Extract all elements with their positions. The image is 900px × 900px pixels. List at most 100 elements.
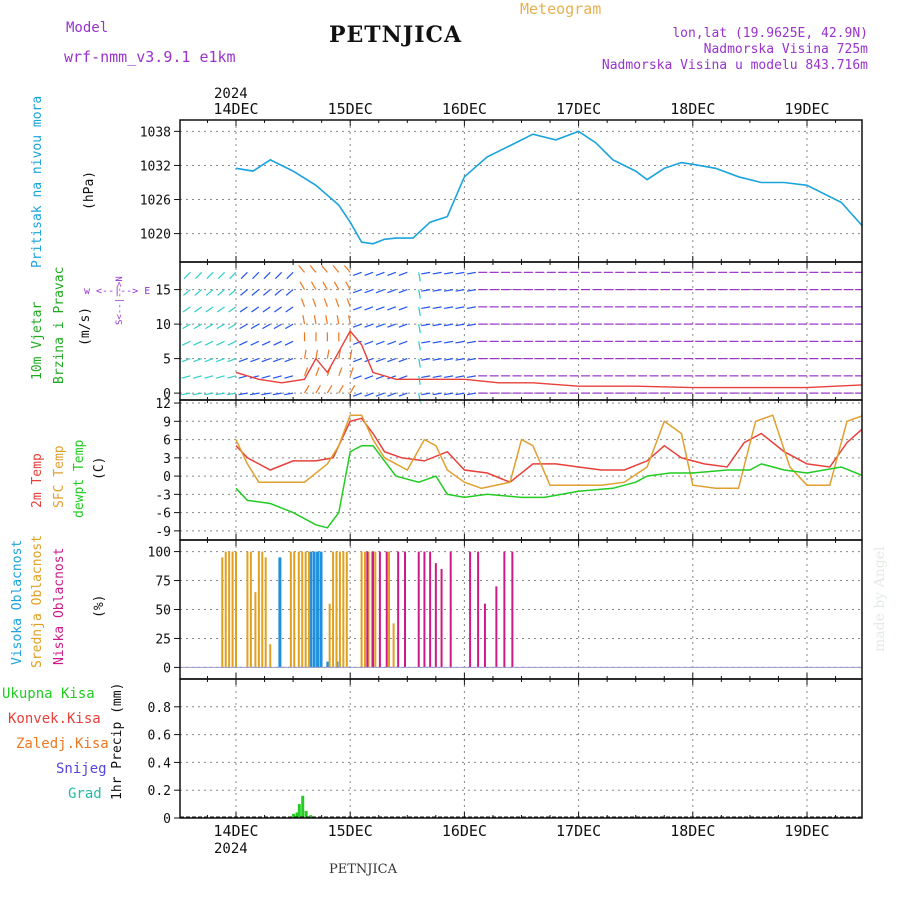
day-label-top: 17DEC [556, 100, 601, 118]
mid-cloud-bar [308, 551, 311, 668]
wind-arrow [183, 289, 191, 296]
mid-cloud-bar [254, 592, 257, 668]
wind-arrow [193, 358, 202, 363]
wind-arrow [227, 323, 237, 330]
wind-arrow [432, 271, 442, 275]
wind-arrow [364, 358, 374, 363]
wind-axis-label: 10m Vjetar [30, 301, 45, 380]
wind-arrow [455, 358, 465, 361]
cloud-ytick-label: 100 [148, 546, 171, 561]
low-cloud-bar [397, 551, 400, 668]
wind-arrow [181, 392, 191, 396]
wind-arrow [172, 290, 179, 296]
wind-arrow [284, 340, 294, 346]
wind-arrow [205, 306, 214, 313]
wind-arrow [194, 271, 203, 280]
wind-arrow [326, 385, 333, 394]
day-label-top: 16DEC [442, 100, 487, 118]
precip-ytick-label: 0.8 [148, 701, 171, 716]
wind-frame [179, 261, 863, 401]
wind-arrow [170, 376, 179, 378]
wind-arrow [432, 289, 442, 292]
wind-arrow [398, 375, 408, 380]
wind-arrow [336, 315, 340, 325]
day-label-top: 14DEC [213, 100, 258, 118]
wind-arrow [444, 358, 454, 361]
wind-arrow [375, 323, 385, 328]
wind-arrow [333, 281, 340, 290]
wind-arrow [249, 392, 259, 396]
wind-arrow [421, 323, 431, 327]
wind-axis-sublabel: Brzina i Pravac [52, 266, 67, 384]
wind-arrow [273, 340, 282, 346]
wind-arrow [181, 375, 191, 379]
wind-panel: 0 5 10 15 [155, 262, 862, 402]
precip-ytick-label: 0.6 [148, 729, 171, 744]
wind-arrow [215, 358, 225, 363]
wind-arrow [238, 358, 248, 363]
wind-arrow [274, 289, 283, 296]
low-cloud-bar [372, 551, 375, 668]
temperature-ytick-label: -9 [155, 525, 171, 540]
low-cloud-bar [423, 551, 426, 668]
wind-arrow [421, 271, 431, 275]
wind-arrow [432, 392, 442, 396]
wind-arrow [204, 358, 214, 363]
pressure-axis-label: Pritisak na nivou mora [30, 95, 45, 268]
wind-arrow [444, 375, 454, 379]
mid-cloud-bar [231, 551, 234, 668]
wind-arrow [205, 323, 214, 330]
mid-cloud-bar [257, 551, 260, 668]
precip-ytick-label: 0.2 [148, 784, 171, 799]
mid-cloud-bar [289, 551, 292, 668]
wind-arrow [204, 375, 214, 379]
wind-arrow [364, 289, 374, 294]
mid-cloud-bar [345, 551, 348, 668]
station-title: PETNJICA [329, 22, 463, 48]
wind-arrow [250, 358, 260, 363]
footer-station: PETNJICA [329, 862, 397, 877]
wind-arrow [216, 306, 225, 313]
wind-arrow [228, 306, 237, 313]
wind-arrow [312, 298, 317, 308]
wind-arrow [387, 289, 397, 294]
wind-arrow [364, 306, 374, 311]
day-label-bottom: 17DEC [556, 822, 601, 840]
wind-arrow [338, 349, 341, 359]
wind-arrow [206, 271, 214, 280]
temperature-ytick-label: 6 [163, 434, 171, 449]
wind-arrow [262, 323, 271, 330]
mid-cloud-bar [246, 551, 249, 668]
wind-arrow [313, 315, 317, 325]
temp2m-series-line [235, 417, 862, 484]
mid-cloud-bar [342, 551, 345, 668]
wind-arrow [455, 289, 465, 292]
wind-arrow [286, 271, 294, 280]
wind-arrow [239, 340, 248, 346]
wind-arrow [466, 323, 476, 327]
cloud-ytick-label: 75 [155, 575, 171, 590]
precip-bar [304, 811, 308, 818]
wind-arrow [375, 340, 385, 345]
wind-arrow [274, 271, 283, 280]
wind-arrow [216, 323, 225, 330]
high-cloud-bar [319, 551, 323, 668]
wind-arrow [315, 367, 320, 377]
day-label-bottom: 15DEC [328, 822, 373, 840]
wind-arrow [375, 306, 385, 311]
high-cloud-label: Visoka Oblacnost [10, 539, 25, 665]
day-label-bottom: 14DEC [213, 822, 258, 840]
wind-arrow [418, 358, 421, 368]
wind-arrow [387, 340, 397, 345]
wind-arrow [466, 358, 476, 361]
wind-arrow [348, 315, 351, 325]
wind-arrow [303, 349, 307, 359]
wind-arrow [432, 323, 442, 327]
wind-arrow [421, 358, 431, 361]
wind-arrow [171, 324, 179, 329]
wind-arrow [352, 375, 362, 380]
wind-arrow [398, 340, 408, 345]
wind-arrow [227, 375, 237, 379]
temperature-ytick-label: 3 [163, 452, 171, 467]
